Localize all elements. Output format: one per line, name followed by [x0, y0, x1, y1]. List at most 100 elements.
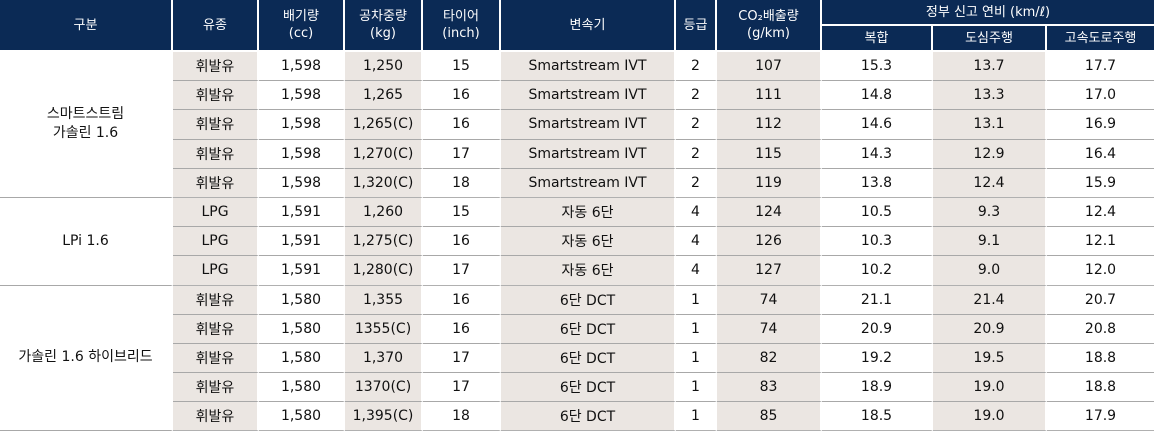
grade-cell: 2	[676, 81, 717, 111]
displacement-cell: 1,598	[259, 168, 345, 198]
grade-cell: 2	[676, 168, 717, 198]
table-row: LPG 1,591 1,280(C) 17 자동 6단 4 127 10.2 9.0 12.0	[0, 256, 1154, 286]
grade-cell: 4	[676, 197, 717, 228]
transmission-cell: Smartstream IVT	[501, 110, 676, 140]
header-category: 구분	[0, 0, 173, 52]
displacement-cell: 1,598	[259, 52, 345, 82]
grade-cell: 1	[676, 314, 717, 344]
fuel-cell: 휘발유	[173, 168, 259, 198]
co2-cell: 112	[717, 110, 822, 140]
co2-cell: 119	[717, 168, 822, 198]
tire-cell: 17	[423, 343, 501, 374]
co2-cell: 127	[717, 256, 822, 286]
highway-cell: 16.4	[1047, 139, 1154, 169]
combined-cell: 15.3	[822, 52, 933, 82]
curb-weight-cell: 1,395(C)	[345, 402, 423, 432]
grade-cell: 1	[676, 343, 717, 374]
curb-weight-cell: 1,250	[345, 52, 423, 82]
fuel-cell: 휘발유	[173, 139, 259, 169]
curb-weight-cell: 1,260	[345, 197, 423, 228]
city-cell: 20.9	[933, 314, 1047, 344]
table-row: LPi 1.6 LPG 1,591 1,260 15 자동 6단 4 124 10.5 9.3 12…	[0, 197, 1154, 286]
table-row: 휘발유 1,580 1370(C) 17 6단 DCT 1 83 18.9 19.0 18.8	[0, 373, 1154, 403]
fuel-cell: LPG	[173, 227, 259, 257]
combined-cell: 14.3	[822, 139, 933, 169]
fuel-cell: 휘발유	[173, 373, 259, 403]
highway-cell: 16.9	[1047, 110, 1154, 140]
combined-cell: 21.1	[822, 285, 933, 315]
displacement-cell: 1,598	[259, 110, 345, 140]
table-header: 구분 유종 배기량 (cc) 공차중량 (kg) 타이어 (inch) 변속기 등급 …	[0, 0, 1154, 52]
displacement-cell: 1,580	[259, 314, 345, 344]
city-cell: 13.1	[933, 110, 1047, 140]
co2-cell: 82	[717, 343, 822, 374]
co2-cell: 111	[717, 81, 822, 111]
header-fuel: 유종	[173, 0, 259, 52]
tire-cell: 17	[423, 373, 501, 403]
highway-cell: 18.8	[1047, 343, 1154, 374]
group-name-cell: 스마트스트림 가솔린 1.6	[0, 52, 173, 198]
curb-weight-cell: 1,265	[345, 81, 423, 111]
co2-cell: 74	[717, 285, 822, 315]
grade-cell: 1	[676, 285, 717, 315]
header-highway: 고속도로주행	[1047, 26, 1154, 52]
table-row: 휘발유 1,580 1,370 17 6단 DCT 1 82 19.2 19.5 18.8	[0, 343, 1154, 374]
highway-cell: 15.9	[1047, 168, 1154, 198]
transmission-cell: Smartstream IVT	[501, 139, 676, 169]
grade-cell: 2	[676, 110, 717, 140]
combined-cell: 14.8	[822, 81, 933, 111]
fuel-cell: 휘발유	[173, 110, 259, 140]
table-row: LPG 1,591 1,275(C) 16 자동 6단 4 126 10.3 9.1 12.1	[0, 227, 1154, 257]
displacement-cell: 1,591	[259, 227, 345, 257]
tire-cell: 18	[423, 168, 501, 198]
transmission-cell: 6단 DCT	[501, 402, 676, 432]
highway-cell: 12.1	[1047, 227, 1154, 257]
transmission-cell: 6단 DCT	[501, 285, 676, 315]
table-body: 스마트스트림 가솔린 1.6 휘발유 1,598 1,250 15 Smartstream …	[0, 52, 1154, 432]
curb-weight-cell: 1,370	[345, 343, 423, 374]
table-row: 휘발유 1,580 1355(C) 16 6단 DCT 1 74 20.9 20.9 20.8	[0, 314, 1154, 344]
header-grade: 등급	[676, 0, 717, 52]
group-name-cell: LPi 1.6	[0, 197, 173, 286]
highway-cell: 12.4	[1047, 197, 1154, 228]
curb-weight-cell: 1,265(C)	[345, 110, 423, 140]
city-cell: 9.3	[933, 197, 1047, 228]
city-cell: 12.9	[933, 139, 1047, 169]
combined-cell: 18.9	[822, 373, 933, 403]
tire-cell: 15	[423, 52, 501, 82]
displacement-cell: 1,580	[259, 285, 345, 315]
fuel-cell: LPG	[173, 256, 259, 286]
transmission-cell: 6단 DCT	[501, 343, 676, 374]
transmission-cell: Smartstream IVT	[501, 52, 676, 82]
highway-cell: 12.0	[1047, 256, 1154, 286]
combined-cell: 10.2	[822, 256, 933, 286]
header-city: 도심주행	[933, 26, 1047, 52]
transmission-cell: 6단 DCT	[501, 314, 676, 344]
highway-cell: 20.7	[1047, 285, 1154, 315]
city-cell: 13.3	[933, 81, 1047, 111]
city-cell: 13.7	[933, 52, 1047, 82]
grade-cell: 4	[676, 227, 717, 257]
curb-weight-cell: 1,270(C)	[345, 139, 423, 169]
tire-cell: 16	[423, 227, 501, 257]
curb-weight-cell: 1370(C)	[345, 373, 423, 403]
tire-cell: 17	[423, 256, 501, 286]
co2-cell: 124	[717, 197, 822, 228]
transmission-cell: Smartstream IVT	[501, 81, 676, 111]
city-cell: 9.0	[933, 256, 1047, 286]
grade-cell: 2	[676, 52, 717, 82]
fuel-cell: 휘발유	[173, 402, 259, 432]
tire-cell: 16	[423, 110, 501, 140]
transmission-cell: Smartstream IVT	[501, 168, 676, 198]
combined-cell: 14.6	[822, 110, 933, 140]
city-cell: 12.4	[933, 168, 1047, 198]
highway-cell: 17.0	[1047, 81, 1154, 111]
tire-cell: 16	[423, 81, 501, 111]
curb-weight-cell: 1,280(C)	[345, 256, 423, 286]
fuel-cell: 휘발유	[173, 314, 259, 344]
highway-cell: 18.8	[1047, 373, 1154, 403]
transmission-cell: 자동 6단	[501, 256, 676, 286]
displacement-cell: 1,580	[259, 402, 345, 432]
fuel-cell: 휘발유	[173, 81, 259, 111]
grade-cell: 2	[676, 139, 717, 169]
